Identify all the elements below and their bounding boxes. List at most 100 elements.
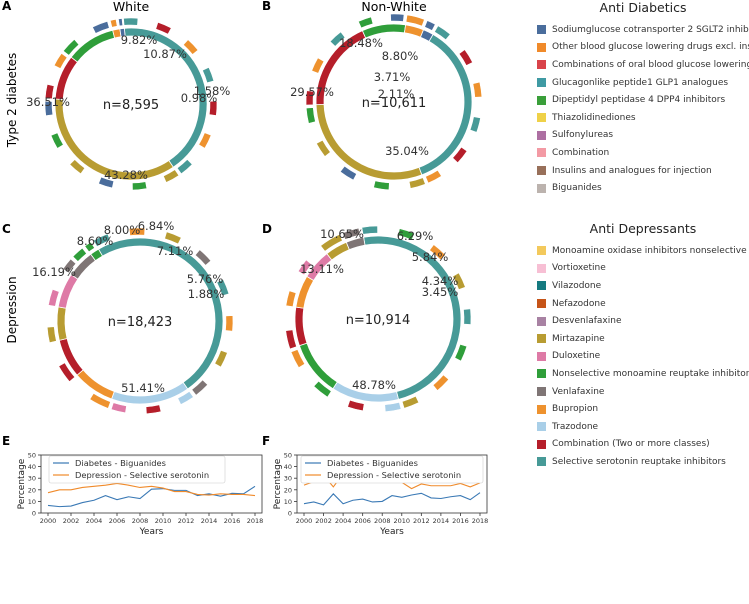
legend-anti-diabetics-swatch xyxy=(537,130,546,140)
y-axis-label: Percentage xyxy=(17,458,27,509)
donut-outer-segment xyxy=(320,233,343,252)
donut-percent-label: 13.11% xyxy=(300,262,344,276)
legend-anti-depressants-title: Anti Depressants xyxy=(589,221,697,236)
donut-outer-segment xyxy=(397,228,415,241)
legend-anti-diabetics: Anti Diabetics Sodiumglucose cotransport… xyxy=(537,0,749,197)
panel-letter-b: B xyxy=(262,0,271,13)
y-tick-label: 40 xyxy=(28,463,36,471)
donut-outer-segment xyxy=(46,326,57,344)
donut-percent-label: 16.19% xyxy=(32,265,76,279)
x-axis-label: Years xyxy=(379,527,404,537)
donut-percent-label: 48.78% xyxy=(352,378,396,392)
legend-anti-depressants-swatch xyxy=(537,422,546,432)
legend-anti-depressants-swatch xyxy=(537,281,546,291)
donut-outer-segment xyxy=(358,16,374,29)
legend-anti-depressants-label: Duloxetine xyxy=(552,351,601,362)
donut-outer-segment xyxy=(373,180,390,191)
legend-anti-diabetics-items: Sodiumglucose cotransporter 2 SGLT2 inhi… xyxy=(537,21,749,197)
y-tick-label: 30 xyxy=(284,475,292,483)
legend-anti-diabetics-entry: Dipeptidyl peptidase 4 DPP4 inhibitors xyxy=(537,91,749,109)
donut-outer-segment xyxy=(123,17,139,26)
legend-anti-diabetics-label: Thiazolidinediones xyxy=(552,112,636,123)
series-line xyxy=(303,492,481,506)
legend-anti-diabetics-entry: Sulfonylureas xyxy=(537,127,749,145)
donut-outer-segment xyxy=(164,231,182,245)
donut-outer-segment xyxy=(44,101,54,117)
legend-anti-depressants-label: Bupropion xyxy=(552,404,599,415)
y-tick-label: 20 xyxy=(284,486,292,494)
legend-anti-depressants-label: Vilazodone xyxy=(552,280,602,291)
row-label-depression: Depression xyxy=(5,276,19,343)
donut-outer-segment xyxy=(311,57,325,74)
legend-anti-depressants-label: Combination (Two or more classes) xyxy=(552,439,710,450)
donut-percent-label: 1.88% xyxy=(188,287,225,301)
legend-anti-depressants-label: Mirtazapine xyxy=(552,333,605,344)
legend-anti-depressants-swatch xyxy=(537,457,546,467)
legend-anti-depressants-label: Monoamine oxidase inhibitors nonselectiv… xyxy=(552,245,747,256)
legend-anti-diabetics-swatch xyxy=(537,60,546,70)
legend-anti-depressants-entry: Duloxetine xyxy=(537,348,749,366)
donut-outer-segment xyxy=(401,395,420,409)
legend-anti-diabetics-entry: Biguanides xyxy=(537,179,749,197)
x-tick-label: 2018 xyxy=(472,517,489,525)
x-tick-label: 2014 xyxy=(433,517,450,525)
donut-outer-segment xyxy=(58,362,76,383)
legend-anti-diabetics-label: Sulfonylureas xyxy=(552,130,614,141)
donut-percent-label: 6.84% xyxy=(138,219,175,233)
donut-outer-segment xyxy=(214,349,228,368)
panel-b-title: Non-White xyxy=(361,0,427,14)
donut-percent-label: 4.34% xyxy=(422,274,459,288)
donut-outer-segment xyxy=(191,379,209,396)
y-tick-label: 50 xyxy=(28,452,36,460)
donut-slice xyxy=(70,29,116,63)
donut-percent-label: 10.65% xyxy=(320,227,364,241)
legend-anti-diabetics-swatch xyxy=(537,25,546,35)
donut-outer-segment xyxy=(98,176,115,189)
row-label-diabetes: Type 2 diabetes xyxy=(5,53,19,148)
donut-percent-label: 43.28% xyxy=(104,168,148,182)
line-legend-label: Depression - Selective serotonin xyxy=(75,470,209,480)
panel-a-title: White xyxy=(113,0,150,14)
donut-outer-segment xyxy=(44,83,55,100)
donut-percent-label: 36.51% xyxy=(26,95,70,109)
donut-outer-segment xyxy=(405,14,425,27)
legend-anti-depressants-label: Vortioxetine xyxy=(552,263,606,274)
legend-anti-depressants-entry: Mirtazapine xyxy=(537,330,749,348)
donut-outer-segment xyxy=(118,18,124,27)
donut-outer-segment xyxy=(50,132,64,149)
legend-anti-diabetics-label: Combination xyxy=(552,147,610,158)
donut-center-label: n=10,611 xyxy=(362,96,427,111)
line-chart-e: 0 10 20 30 40 50 2000 2002 2004 2006 2008 2010 2012 2… xyxy=(17,452,263,538)
donut-center-label: n=18,423 xyxy=(108,315,173,330)
donut-outer-segment xyxy=(454,343,468,362)
legend-anti-depressants-entry: Trazodone xyxy=(537,418,749,436)
donut-outer-segment xyxy=(202,66,215,84)
legend-anti-depressants-label: Trazodone xyxy=(552,421,599,432)
y-tick-label: 0 xyxy=(288,510,292,518)
panel-letter-f: F xyxy=(262,434,270,448)
x-tick-label: 2002 xyxy=(315,517,332,525)
legend-anti-depressants-entry: Venlafaxine xyxy=(537,383,749,401)
donut-percent-label: 2.11% xyxy=(378,87,415,101)
donut-chart-b: n=10,611 35.04% 29.57% 18.48%8.80% 3.71% 2.11… xyxy=(290,13,483,191)
x-tick-label: 2006 xyxy=(109,517,126,525)
y-tick-label: 0 xyxy=(32,510,36,518)
legend-anti-depressants-swatch xyxy=(537,439,546,449)
panel-letter-c: C xyxy=(2,222,11,236)
donut-outer-segment xyxy=(305,90,315,106)
legend-anti-depressants-entry: Combination (Two or more classes) xyxy=(537,436,749,454)
legend-anti-diabetics-label: Insulins and analogues for injection xyxy=(552,165,712,176)
legend-anti-depressants-label: Selective serotonin reuptake inhibitors xyxy=(552,456,726,467)
y-tick-label: 50 xyxy=(284,452,292,460)
legend-anti-depressants-entry: Nefazodone xyxy=(537,295,749,313)
donut-percent-label: 3.71% xyxy=(374,70,411,84)
legend-anti-depressants-items: Monoamine oxidase inhibitors nonselectiv… xyxy=(537,242,749,471)
legend-anti-depressants-entry: Vilazodone xyxy=(537,277,749,295)
legend-anti-depressants-swatch xyxy=(537,246,546,256)
legend-anti-diabetics-swatch xyxy=(537,95,546,105)
donut-percent-label: 1.58% xyxy=(194,84,231,98)
donut-outer-segment xyxy=(313,380,332,398)
donut-outer-segment xyxy=(84,241,95,253)
donut-outer-segment xyxy=(182,39,199,55)
donut-outer-segment xyxy=(62,38,80,56)
